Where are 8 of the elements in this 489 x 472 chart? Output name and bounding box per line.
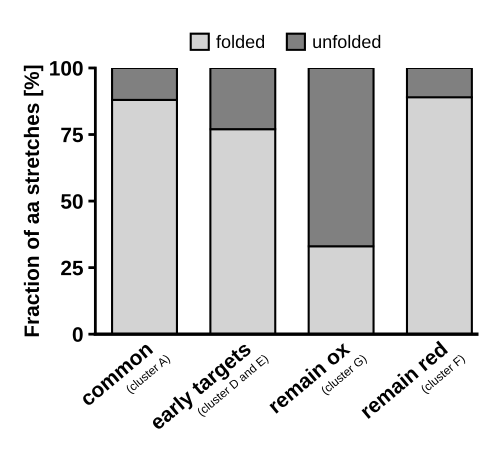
y-tick-label: 100 xyxy=(50,60,83,76)
y-tick-label: 25 xyxy=(61,260,83,276)
legend-label: folded xyxy=(216,34,264,48)
y-axis-title: Fraction of aa stretches [%] xyxy=(24,66,44,336)
y-tick-label: 50 xyxy=(61,194,83,209)
y-tick-label: 75 xyxy=(61,128,83,142)
y-tick-label: 0 xyxy=(72,327,83,342)
legend-label: unfolded xyxy=(313,34,380,48)
